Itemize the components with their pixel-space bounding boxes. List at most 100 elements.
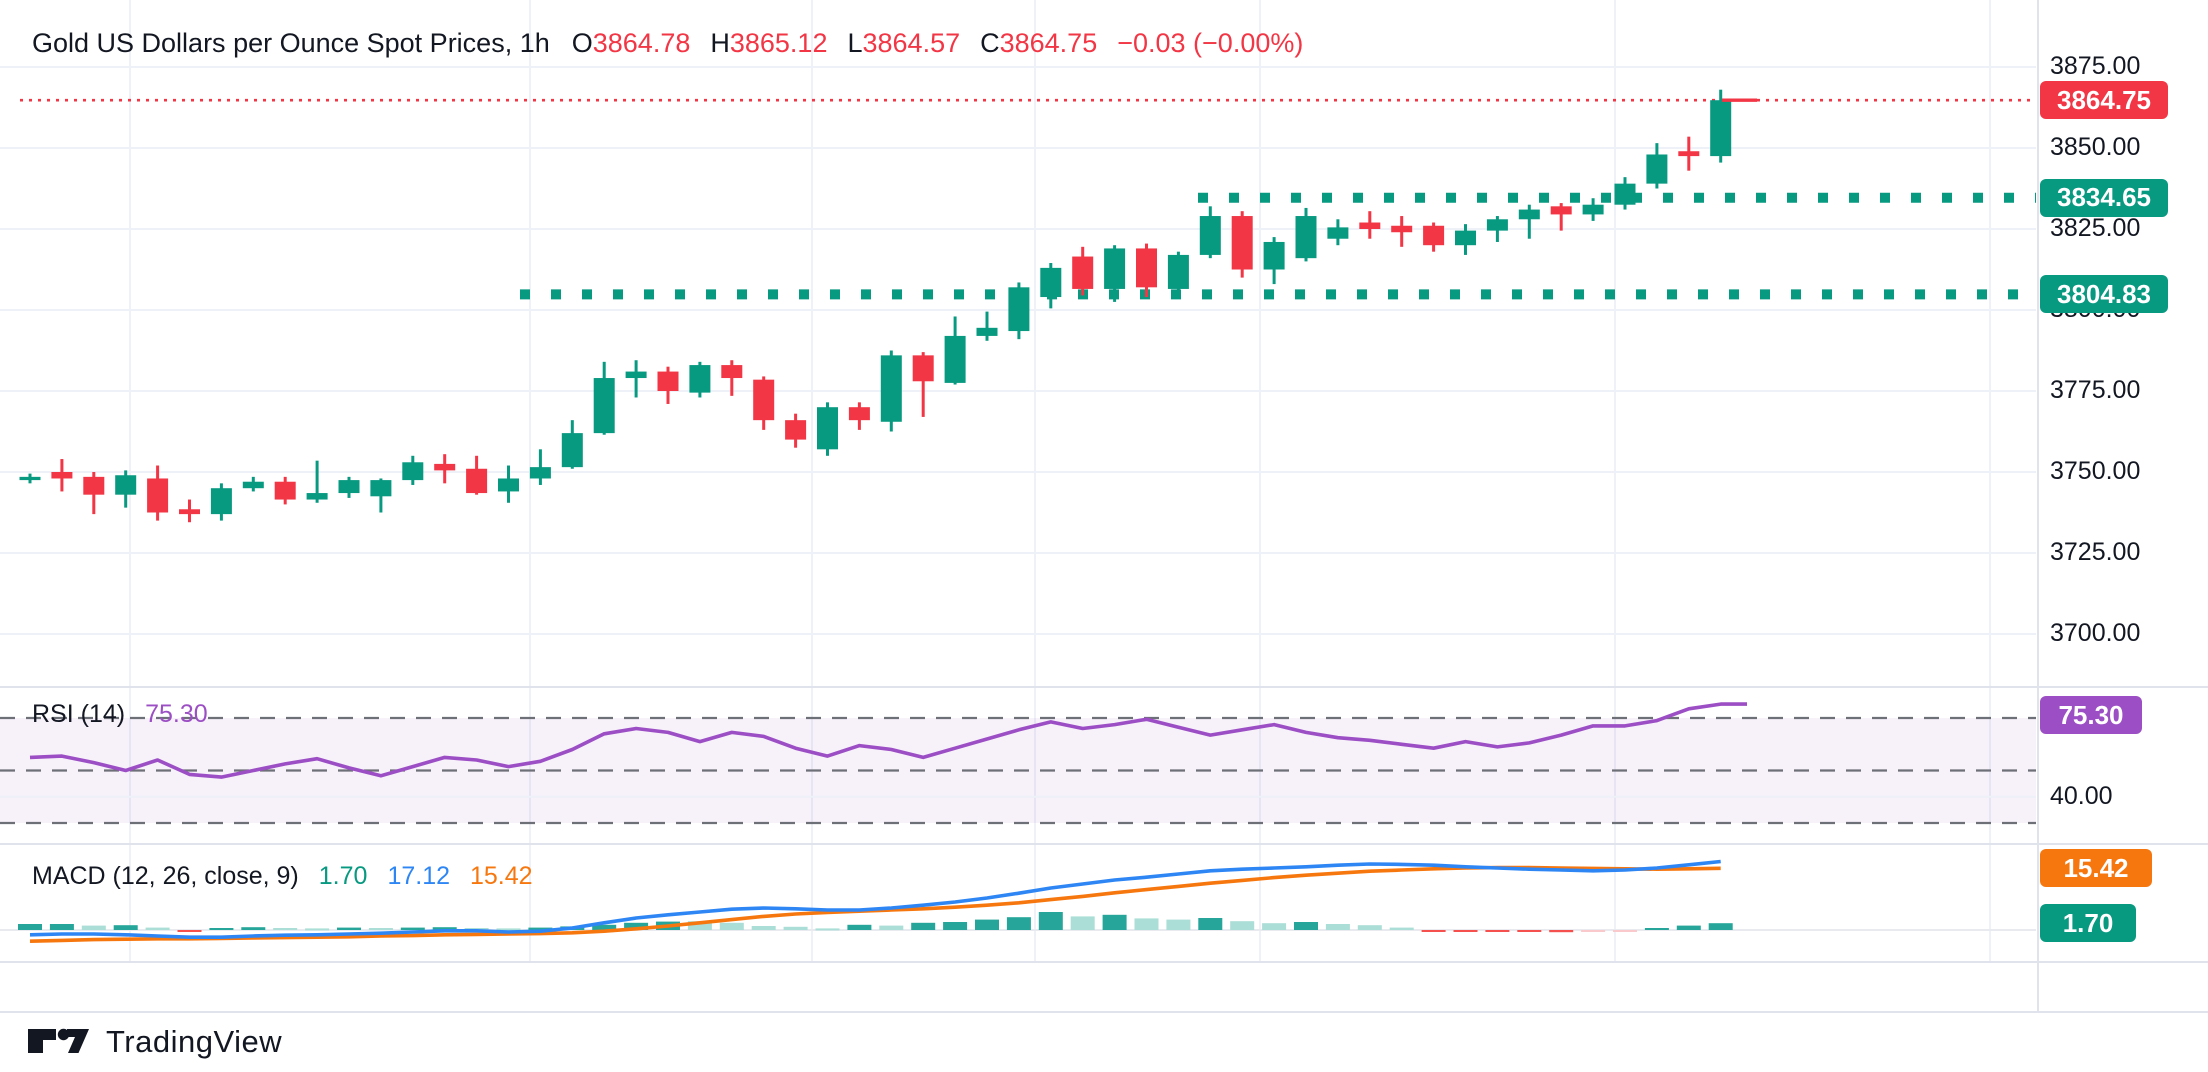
macd-histogram-bar	[1676, 925, 1701, 930]
macd-signal-value: 15.42	[470, 862, 533, 890]
candle	[179, 499, 200, 523]
candle	[657, 366, 679, 404]
rsi-name: RSI (14)	[32, 700, 126, 728]
macd-histogram-bar	[847, 924, 872, 930]
candle	[1486, 216, 1508, 242]
candle	[753, 376, 775, 430]
price-axis-label: 3700.00	[2050, 619, 2141, 647]
candle	[147, 465, 169, 521]
candle	[1423, 222, 1445, 252]
level-badge-3834: 3834.65	[2040, 178, 2168, 217]
candle	[210, 483, 232, 521]
macd-histogram-bar	[1453, 930, 1478, 932]
macd-histogram-bar	[432, 927, 457, 930]
price-axis-label: 3850.00	[2050, 133, 2141, 161]
tradingview-logo-text: TradingView	[106, 1024, 283, 1059]
macd-histogram-bar	[18, 924, 42, 930]
macd-histogram-bar	[719, 922, 744, 930]
candle	[721, 360, 743, 396]
tradingview-logo[interactable]: TradingView	[26, 1024, 282, 1060]
candle	[1295, 207, 1317, 262]
macd-histogram-bar	[943, 922, 968, 930]
ohlc-high: H3865.12	[710, 28, 828, 58]
candle	[83, 472, 105, 515]
candle	[1040, 263, 1062, 309]
candle	[1327, 219, 1349, 246]
tradingview-logo-icon	[28, 1028, 89, 1053]
candle	[561, 420, 583, 469]
time-axis[interactable]: 2612:002805:0012:003012:00	[0, 962, 2208, 1012]
macd-histogram-bar	[113, 925, 138, 930]
macd-histogram-bar	[49, 924, 74, 930]
candle	[689, 361, 711, 398]
macd-histogram-bar	[1102, 914, 1127, 930]
macd-histogram-bar	[1581, 930, 1606, 932]
macd-histogram-bar	[1070, 916, 1095, 930]
candle	[817, 402, 838, 456]
symbol-title-bar: Gold US Dollars per Ounce Spot Prices, 1…	[32, 28, 1323, 59]
macd-histogram-bar	[783, 926, 808, 930]
macd-histogram-bar	[1006, 917, 1031, 930]
candle	[1678, 136, 1700, 171]
price-axis-label: 3875.00	[2050, 52, 2141, 80]
candle	[625, 360, 647, 398]
candle	[1199, 206, 1221, 259]
macd-line-value: 17.12	[387, 862, 450, 890]
ohlc-low: L3864.57	[847, 28, 961, 58]
macd-histogram-bar	[624, 922, 649, 930]
candle	[1263, 237, 1285, 285]
candle	[529, 449, 551, 485]
candle	[306, 460, 328, 503]
macd-histogram-bar	[592, 924, 617, 930]
candle	[19, 473, 41, 484]
price-change: −0.03 (−0.00%)	[1117, 28, 1304, 58]
candle	[944, 316, 966, 385]
macd-histogram-bar	[177, 930, 202, 932]
macd-histogram-bar	[305, 928, 330, 931]
macd-histogram-bar	[528, 927, 553, 930]
candle	[1710, 89, 1732, 163]
macd-histogram-bar	[241, 927, 266, 930]
macd-histogram-bar	[1644, 928, 1669, 930]
macd-name: MACD (12, 26, close, 9)	[32, 862, 299, 890]
price-axis-label: 3725.00	[2050, 538, 2141, 566]
candle	[1646, 143, 1668, 189]
candle	[51, 459, 73, 492]
macd-hist-badge: 1.70	[2040, 904, 2136, 943]
price-axis-label: 3825.00	[2050, 214, 2141, 242]
candle	[115, 470, 137, 508]
candle	[1518, 204, 1540, 239]
candle	[1391, 216, 1413, 247]
macd-histogram-bar	[1230, 921, 1255, 930]
candle	[976, 311, 998, 341]
candle	[498, 465, 519, 503]
macd-pane-label: MACD (12, 26, close, 9) 1.70 17.12 15.42	[32, 862, 553, 891]
macd-histogram-bar	[1038, 912, 1063, 930]
candle	[1550, 203, 1572, 231]
macd-histogram-bar	[496, 928, 521, 931]
macd-histogram-bar	[1357, 925, 1382, 930]
candle	[370, 478, 392, 513]
macd-histogram-bar	[1421, 930, 1446, 932]
macd-histogram-bar	[879, 925, 904, 930]
macd-histogram-bar	[911, 922, 936, 930]
macd-histogram-bar	[975, 919, 999, 930]
macd-histogram-bar	[400, 927, 425, 930]
ohlc-close: C3864.75	[980, 28, 1098, 58]
candle	[338, 476, 360, 498]
macd-histogram-bar	[81, 925, 106, 930]
candle	[1582, 198, 1604, 221]
level-badge-3804: 3804.83	[2040, 275, 2168, 314]
macd-histogram-bar	[368, 928, 393, 930]
macd-histogram-bar	[687, 921, 712, 930]
candle	[593, 361, 615, 435]
rsi-value: 75.30	[145, 700, 208, 728]
candle	[274, 476, 296, 505]
candle	[912, 352, 934, 417]
candle	[434, 454, 456, 484]
macd-histogram-bar	[1485, 930, 1510, 932]
macd-histogram-bar	[1198, 918, 1223, 930]
macd-histogram-bar	[1708, 923, 1733, 930]
